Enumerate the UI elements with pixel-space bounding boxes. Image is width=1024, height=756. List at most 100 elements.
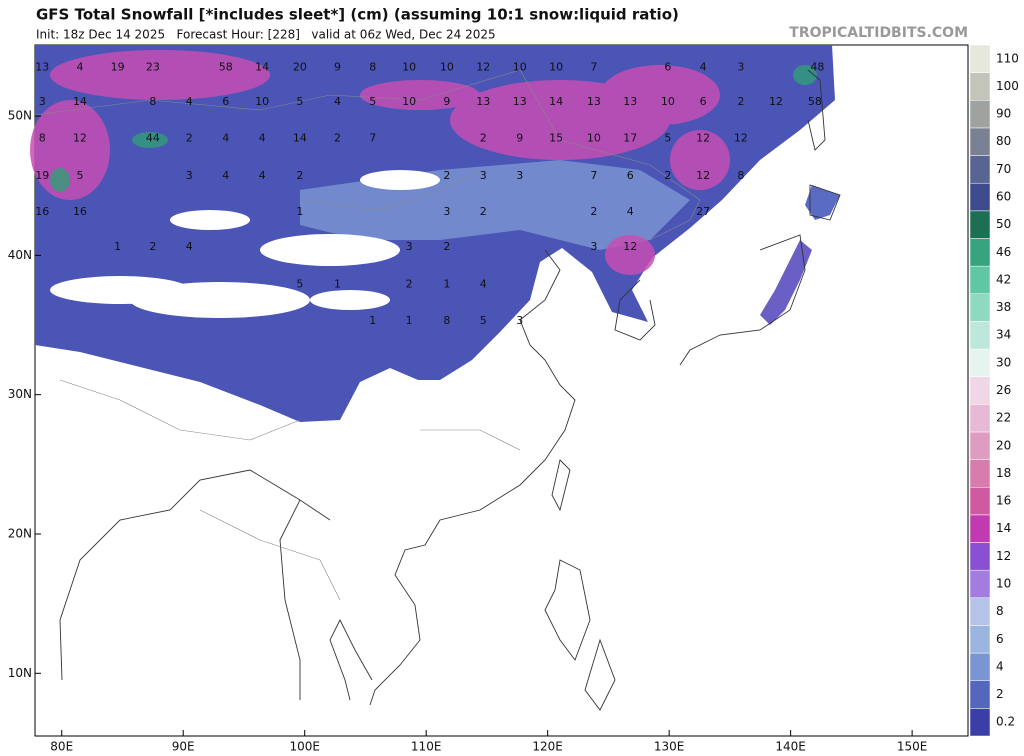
snow-amount: 5 xyxy=(664,131,671,144)
colorbar-label: 60 xyxy=(996,190,1011,204)
snow-amount: 58 xyxy=(808,95,822,108)
colorbar-band xyxy=(969,459,991,488)
colorbar-label: 6 xyxy=(996,632,1004,646)
snow-amount: 3 xyxy=(186,169,193,182)
colorbar-label: 14 xyxy=(996,521,1011,535)
colorbar-band xyxy=(969,182,991,212)
colorbar-band xyxy=(969,514,991,543)
colorbar-label: 10 xyxy=(996,576,1011,590)
lon-label: 90E xyxy=(172,740,195,754)
lon-label: 80E xyxy=(50,740,73,754)
snow-amount: 23 xyxy=(146,60,160,73)
colorbar-label: 18 xyxy=(996,466,1011,480)
snow-amount: 12 xyxy=(696,131,710,144)
borders xyxy=(34,69,701,601)
colorbar-band xyxy=(969,321,991,350)
colorbar-label: 50 xyxy=(996,217,1011,231)
colorbar-label: 34 xyxy=(996,328,1011,342)
snow-amount: 13 xyxy=(35,60,49,73)
snow-heavy xyxy=(30,50,730,275)
snow-amount: 2 xyxy=(480,131,487,144)
snow-amount: 1 xyxy=(334,278,341,291)
snow-amount: 13 xyxy=(623,95,637,108)
snow-amount: 9 xyxy=(516,131,523,144)
lat-label: 40N xyxy=(8,248,32,262)
snow-amount: 2 xyxy=(406,278,413,291)
colorbar-label: 46 xyxy=(996,245,1011,259)
site-watermark: TROPICALTIDBITS.COM xyxy=(789,25,968,41)
snow-amount: 12 xyxy=(73,131,87,144)
snow-amount: 1 xyxy=(443,278,450,291)
colorbar-label: 12 xyxy=(996,549,1011,563)
colorbar-label: 110 xyxy=(996,51,1019,65)
colorbar: 0.22468101214161820222630343842465060708… xyxy=(969,44,1019,737)
snow-amount: 5 xyxy=(296,278,303,291)
colorbar-band xyxy=(969,293,991,322)
snow-amount: 1 xyxy=(406,314,413,327)
colorbar-label: 80 xyxy=(996,134,1011,148)
colorbar-label: 100 xyxy=(996,79,1019,93)
colorbar-band xyxy=(969,265,991,295)
colorbar-band xyxy=(969,597,991,626)
snow-amount: 4 xyxy=(186,95,193,108)
snow-amount: 2 xyxy=(296,169,303,182)
lon-label: 140E xyxy=(775,740,806,754)
snow-hokkaido xyxy=(805,185,840,220)
colorbar-label: 4 xyxy=(996,659,1004,673)
colorbar-label: 38 xyxy=(996,300,1011,314)
snow-amount: 16 xyxy=(35,205,49,218)
snow-amount: 8 xyxy=(39,131,46,144)
lon-label: 130E xyxy=(654,740,685,754)
snow-amount: 14 xyxy=(549,95,563,108)
map: 13 4 19 23 58 14 20 9 8 10 10 12 10 10 7 6 4 3 483 14 8 4 6 10 5… xyxy=(30,44,969,737)
colorbar-label: 20 xyxy=(996,438,1011,452)
snow-amount: 48 xyxy=(810,60,824,73)
snow-amount: 4 xyxy=(186,240,193,253)
snow-amount: 3 xyxy=(590,240,597,253)
colorbar-label: 90 xyxy=(996,107,1011,121)
snow-amount: 10 xyxy=(402,60,416,73)
lon-label: 120E xyxy=(532,740,563,754)
snow-amount: 13 xyxy=(476,95,490,108)
lat-label: 10N xyxy=(8,666,32,680)
lat-label: 20N xyxy=(8,526,32,540)
snow-amount: 3 xyxy=(39,95,46,108)
snow-amount: 14 xyxy=(255,60,269,73)
snow-amount: 10 xyxy=(661,95,675,108)
snow-amount: 9 xyxy=(443,95,450,108)
snow-amount: 2 xyxy=(590,205,597,218)
snow-amount: 14 xyxy=(293,131,307,144)
snow-amount: 3 xyxy=(737,60,744,73)
colorbar-label: 42 xyxy=(996,272,1011,286)
snow-amount: 15 xyxy=(549,131,563,144)
snow-amount: 2 xyxy=(737,95,744,108)
snow-amount: 10 xyxy=(402,95,416,108)
snow-amount: 10 xyxy=(513,60,527,73)
colorbar-band xyxy=(969,569,991,599)
snow-amount: 9 xyxy=(334,60,341,73)
snow-amount: 20 xyxy=(293,60,307,73)
lon-label: 100E xyxy=(289,740,320,754)
snow-amount: 10 xyxy=(255,95,269,108)
snow-amount: 2 xyxy=(149,240,156,253)
snow-amount: 8 xyxy=(369,60,376,73)
snow-amount: 3 xyxy=(516,314,523,327)
colorbar-band xyxy=(969,348,991,377)
snow-amount: 12 xyxy=(734,131,748,144)
snow-amount: 13 xyxy=(513,95,527,108)
snow-amount: 2 xyxy=(443,240,450,253)
colorbar-band xyxy=(969,486,991,516)
snow-amount: 27 xyxy=(696,205,710,218)
snow-amount: 4 xyxy=(76,60,83,73)
colorbar-label: 16 xyxy=(996,494,1011,508)
snow-amount: 58 xyxy=(219,60,233,73)
title: GFS Total Snowfall [*includes sleet*] (c… xyxy=(36,6,679,24)
snow-japan xyxy=(760,240,812,325)
snow-amount: 1 xyxy=(296,205,303,218)
lat-label: 30N xyxy=(8,387,32,401)
colorbar-band xyxy=(969,44,991,73)
colorbar-label: 2 xyxy=(996,687,1004,701)
snow-amount: 2 xyxy=(443,169,450,182)
snow-amount: 4 xyxy=(480,278,487,291)
